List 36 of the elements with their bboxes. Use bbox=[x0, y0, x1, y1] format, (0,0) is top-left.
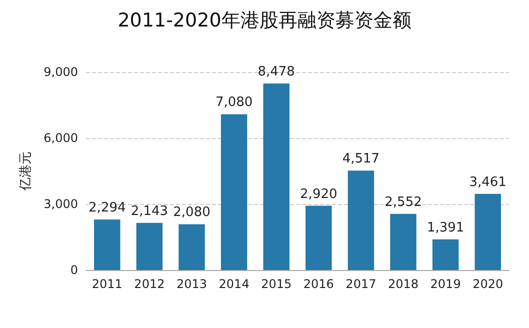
x-tick-label: 2011 bbox=[92, 277, 122, 291]
bar bbox=[263, 83, 290, 270]
y-tick-label: 6,000 bbox=[44, 131, 78, 145]
x-tick-label: 2020 bbox=[472, 277, 504, 291]
bar bbox=[306, 206, 332, 270]
data-label: 2,294 bbox=[88, 200, 126, 216]
data-label: 1,391 bbox=[426, 220, 464, 236]
y-axis-title: 亿港元 bbox=[18, 152, 34, 192]
x-tick-label: 2012 bbox=[134, 277, 165, 291]
bar bbox=[432, 239, 459, 270]
bar bbox=[220, 114, 248, 270]
bar bbox=[178, 224, 205, 270]
data-label: 7,080 bbox=[215, 95, 253, 110]
bar bbox=[474, 194, 501, 270]
data-label: 8,478 bbox=[258, 64, 295, 80]
y-tick-label: 9,000 bbox=[44, 65, 78, 79]
x-tick-label: 2015 bbox=[261, 277, 292, 291]
data-label: 3,461 bbox=[469, 174, 506, 190]
bar bbox=[136, 222, 163, 270]
bar bbox=[94, 220, 120, 270]
y-tick-label: 0 bbox=[70, 263, 78, 277]
x-tick-label: 2018 bbox=[388, 277, 419, 291]
bar bbox=[390, 214, 416, 270]
data-label: 2,552 bbox=[384, 194, 422, 210]
data-label: 2,920 bbox=[300, 186, 338, 202]
x-tick-label: 2014 bbox=[218, 277, 250, 291]
bar bbox=[348, 170, 374, 270]
x-tick-label: 2013 bbox=[176, 277, 208, 291]
x-tick-label: 2019 bbox=[430, 277, 461, 291]
data-label: 2,143 bbox=[130, 204, 168, 219]
data-label: 4,517 bbox=[342, 152, 380, 167]
x-tick-label: 2017 bbox=[346, 277, 376, 291]
data-label: 2,080 bbox=[173, 205, 210, 220]
chart-title: 2011-2020年港股再融资募资金额 bbox=[118, 10, 412, 32]
y-tick-label: 3,000 bbox=[44, 197, 78, 211]
x-tick-label: 2016 bbox=[303, 277, 334, 291]
